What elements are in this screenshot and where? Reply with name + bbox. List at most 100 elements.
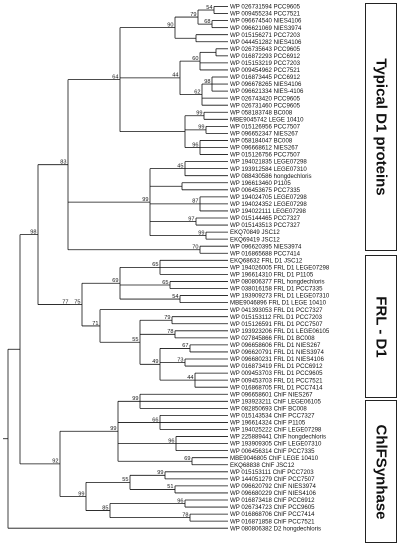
bootstrap-value: 99 [78,491,84,497]
bootstrap-value: 98 [30,229,36,235]
bootstrap-value: 44 [187,375,193,381]
bootstrap-value: 90 [167,22,173,28]
leaf-label: WP 096658606 FRL D1 NIES267 [230,342,321,349]
bootstrap-value: 78 [182,512,188,518]
bootstrap-value: 54 [172,294,178,300]
leaf-label: WP 193912584 LEGE07310 [230,166,307,173]
leaf-label: WP 194022111 LEGE07298 [230,208,307,215]
leaf-label: WP 194024352 LEGE07298 [230,201,307,208]
bootstrap-value: 69 [112,278,118,284]
leaf-label: WP 015153112 FRL D1 PCC7203 [230,314,323,321]
leaf-label: WP 016872293 PCC6912 [230,53,301,60]
leaf-label: WP 016868706 ChlF PCC7414 [230,511,315,518]
bootstrap-value: 98 [204,79,210,85]
bootstrap-value: 44 [172,73,178,79]
bootstrap-value: 45 [177,163,183,169]
leaf-label: WP 009453703 FRL D1 PCC9605 [230,370,323,377]
bootstrap-value: 69 [184,456,190,462]
leaf-label: WP 026735643 PCC9605 [230,46,301,53]
leaf-label: WP 096680229 ChlF NIES4106 [230,490,317,497]
bootstrap-value: 99 [198,230,204,236]
leaf-label: WP 027845866 FRL D1 BC008 [230,335,315,342]
bootstrap-value: 78 [167,329,173,335]
leaf-label: WP 194026005 FRL D1 LEGE07298 [230,264,330,271]
bootstrap-value: 79 [164,315,170,321]
bootstrap-value: 99 [142,197,148,203]
leaf-label: WP 194021835 LEGE07298 [230,159,307,166]
bootstrap-value: 73 [177,357,183,363]
leaf-label: WP 015126591 FRL D1 PCC7507 [230,321,323,328]
leaf-label: WP 096621069 NIES3974 [230,25,302,32]
bootstrap-value: 96 [192,142,198,148]
leaf-label: WP 196613460 P1105 [230,180,291,187]
leaf-label: WP 009455234 PCC7521 [230,11,301,18]
leaf-label: WP 026734723 ChlF PCC9605 [230,504,315,511]
leaf-label: WP 193923206 FRL D1 LEGE06105 [230,328,330,335]
leaf-label: WP 015143534 ChlF PCC7327 [230,413,315,420]
leaf-label: WP 006453675 PCC7335 [230,187,301,194]
leaf-label: EKQ69419 JSC12 [230,236,280,243]
bootstrap-value: 55 [122,477,128,483]
group-band-chlf-synthase: ChlFSynhase [365,400,397,543]
leaf-label: WP 015126956 PCC7507 [230,123,301,130]
leaf-label: WP 016865688 PCC7414 [230,250,301,257]
bootstrap-value: 99 [132,396,138,402]
leaf-label: WP 058183748 BC008 [230,109,293,116]
leaf-label: WP 080806377 FRL hongdechloris [230,279,325,286]
bootstrap-value: 99 [198,125,204,131]
bootstrap-value: 75 [74,299,80,305]
leaf-label: WP 015126756 PCC7507 [230,152,301,159]
bootstrap-value: 99 [196,111,202,117]
bootstrap-value: 66 [152,417,158,423]
leaf-label: EKQ68838 ChlF JSC12 [230,462,295,469]
leaf-label: WP 193923211 ChlF LEGE06105 [230,398,322,405]
leaf-label: MBE9045742 LEGE 10410 [230,116,304,123]
leaf-label: WP 096680231 FRL D1 NIES4106 [230,356,324,363]
leaf-label: WP 016871858 ChlF PCC7521 [230,518,315,525]
leaf-label: WP 194024705 LEGE07298 [230,194,307,201]
leaf-label: WP 082850693 ChlF BC008 [230,405,307,412]
bootstrap-value: 97 [188,216,194,222]
leaf-label: WP 096620395 NIES3974 [230,243,302,250]
bootstrap-value: 77 [62,299,68,305]
tree-branches [3,6,228,529]
leaf-label: WP 058184047 BC008 [230,138,293,145]
leaf-label: WP 041393053 FRL D1 PCC7327 [230,307,323,314]
leaf-label: WP 015144465 PCC7327 [230,215,301,222]
bootstrap-value: 67 [182,343,188,349]
leaf-label: WP 196614324 ChlF P1105 [230,420,306,427]
leaf-label: MBE9046896 FRL D1 LEGE 10410 [230,300,327,307]
leaf-label: WP 015143513 PCC7327 [230,222,301,229]
leaf-label: WP 015153219 PCC7203 [230,60,301,67]
leaf-label: WP 009454962 PCC7521 [230,67,301,74]
bootstrap-value: 85 [102,505,108,511]
leaf-label: WP 016873419 FRL D1 PCC6912 [230,363,323,370]
leaf-label: WP 144051279 ChlF PCC7507 [230,476,315,483]
bootstrap-value: 65 [162,280,168,286]
bootstrap-value: 71 [92,321,98,327]
leaf-label: WP 026731594 PCC9605 [230,4,301,11]
bootstrap-value: 68 [204,19,210,25]
leaf-label: WP 196614310 FRL D1 P1105 [230,272,314,279]
leaf-label: WP 096678265 NIES4106 [230,81,302,88]
leaf-label: WP 038016158 FRL D1 PCC7335 [230,286,323,293]
group-label-typical-d1: Typical D1 proteins [372,58,390,196]
leaf-label: WP 088430586 hongdechloris [230,173,312,180]
leaf-label: WP 193909305 ChlF LEGE07310 [230,441,322,448]
bootstrap-value: 62 [194,89,200,95]
leaf-label: WP 016873418 ChlF PCC6912 [230,497,315,504]
leaf-label: MBE9046805 ChlF LEGE 10410 [230,455,319,462]
leaf-label: WP 096621334 NIES-4106 [230,88,304,95]
leaf-label: WP 096658601 ChlF NIES267 [230,391,313,398]
group-band-frl-d1: FRL - D1 [365,255,397,398]
bootstrap-value: 60 [192,56,198,62]
bootstrap-value: 99 [110,426,116,432]
bootstrap-value: 79 [190,12,196,18]
leaf-label: WP 009453703 FRL D1 PCC7521 [230,377,323,384]
group-label-chlf-synthase: ChlFSynhase [372,423,390,520]
leaf-label: WP 096668612 NIES267 [230,145,299,152]
leaf-label: WP 006456314 ChlF PCC7335 [230,448,315,455]
leaf-label: EKQ68632 FRL D1 JSC12 [230,257,303,264]
bootstrap-value: 99 [157,470,163,476]
